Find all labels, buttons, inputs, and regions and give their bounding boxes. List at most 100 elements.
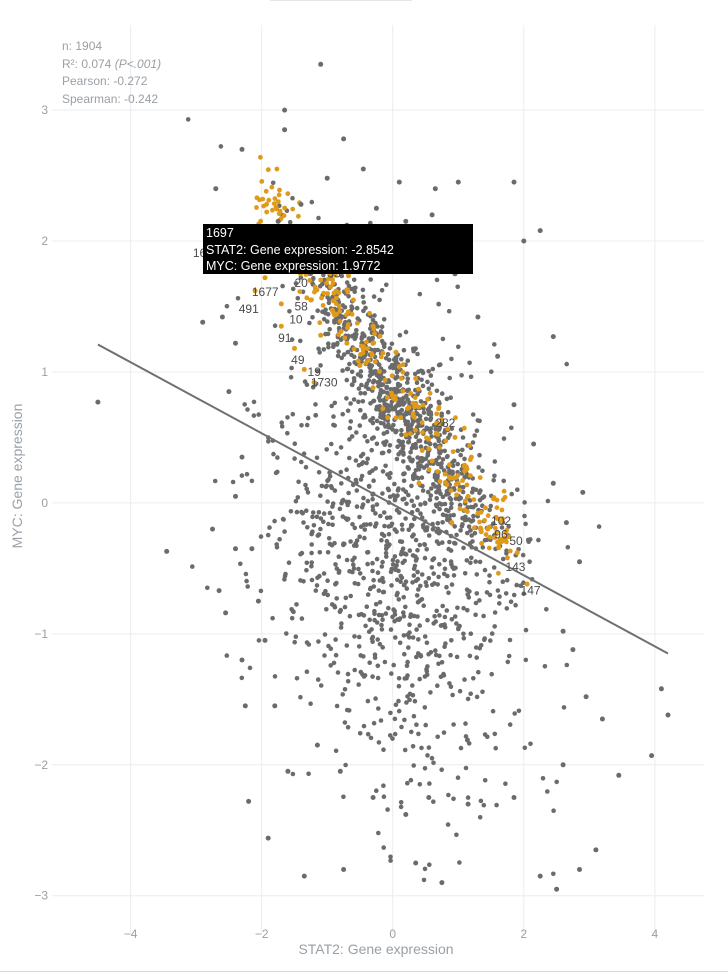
data-point[interactable] bbox=[272, 703, 278, 709]
highlighted-data-point[interactable] bbox=[278, 323, 284, 329]
data-point[interactable] bbox=[239, 146, 245, 152]
data-point[interactable] bbox=[550, 334, 556, 340]
data-point[interactable] bbox=[658, 686, 664, 692]
data-point[interactable] bbox=[537, 228, 543, 234]
highlighted-data-point[interactable] bbox=[449, 520, 455, 526]
data-point[interactable] bbox=[649, 753, 655, 759]
data-point[interactable] bbox=[219, 314, 225, 320]
data-point[interactable] bbox=[341, 136, 347, 142]
highlighted-data-point[interactable] bbox=[380, 406, 386, 412]
data-point[interactable] bbox=[282, 127, 288, 133]
highlighted-data-point[interactable] bbox=[357, 362, 363, 368]
data-point[interactable] bbox=[511, 795, 517, 800]
highlighted-data-point[interactable] bbox=[311, 380, 317, 385]
data-point[interactable] bbox=[475, 314, 481, 320]
highlighted-data-point[interactable] bbox=[495, 516, 501, 522]
data-point[interactable] bbox=[370, 795, 376, 800]
data-point[interactable] bbox=[239, 454, 245, 460]
data-point[interactable] bbox=[95, 399, 101, 405]
data-point[interactable] bbox=[511, 179, 517, 185]
data-point[interactable] bbox=[560, 762, 566, 768]
data-point[interactable] bbox=[577, 559, 582, 565]
highlighted-data-point[interactable] bbox=[468, 454, 474, 460]
data-point[interactable] bbox=[246, 798, 252, 804]
data-point[interactable] bbox=[373, 205, 379, 211]
highlighted-data-point[interactable] bbox=[370, 323, 376, 329]
data-point[interactable] bbox=[455, 179, 461, 185]
highlighted-data-point[interactable] bbox=[419, 448, 425, 453]
data-point[interactable] bbox=[599, 716, 605, 722]
highlighted-data-point[interactable] bbox=[344, 340, 350, 346]
data-point[interactable] bbox=[432, 186, 438, 192]
highlighted-data-point[interactable] bbox=[308, 297, 314, 303]
data-point[interactable] bbox=[210, 526, 215, 532]
data-point[interactable] bbox=[426, 795, 432, 800]
data-point[interactable] bbox=[403, 218, 409, 224]
highlighted-data-point[interactable] bbox=[328, 284, 333, 290]
data-point[interactable] bbox=[403, 812, 409, 817]
data-point[interactable] bbox=[616, 772, 622, 778]
highlighted-data-point[interactable] bbox=[318, 332, 324, 338]
data-point[interactable] bbox=[521, 238, 527, 244]
data-point[interactable] bbox=[262, 637, 268, 643]
highlighted-data-point[interactable] bbox=[292, 345, 297, 351]
data-point[interactable] bbox=[282, 107, 288, 113]
data-point[interactable] bbox=[285, 768, 291, 774]
data-point[interactable] bbox=[324, 175, 330, 181]
highlighted-data-point[interactable] bbox=[262, 275, 268, 281]
data-point[interactable] bbox=[337, 768, 343, 774]
data-point[interactable] bbox=[439, 880, 445, 886]
highlighted-data-point[interactable] bbox=[465, 493, 471, 499]
data-point[interactable] bbox=[511, 402, 517, 408]
data-point[interactable] bbox=[164, 548, 170, 554]
data-point[interactable] bbox=[314, 742, 320, 748]
data-point[interactable] bbox=[233, 493, 238, 499]
data-point[interactable] bbox=[255, 598, 261, 604]
data-point[interactable] bbox=[341, 867, 347, 872]
data-point[interactable] bbox=[560, 628, 566, 634]
highlighted-data-point[interactable] bbox=[403, 432, 409, 438]
data-points[interactable] bbox=[95, 61, 671, 892]
data-point[interactable] bbox=[233, 340, 238, 346]
data-point[interactable] bbox=[413, 860, 419, 866]
highlighted-data-point[interactable] bbox=[475, 510, 481, 516]
data-point[interactable] bbox=[226, 389, 232, 395]
data-point[interactable] bbox=[429, 212, 435, 218]
data-point[interactable] bbox=[318, 61, 324, 67]
highlighted-data-point[interactable] bbox=[455, 480, 461, 486]
highlighted-data-point[interactable] bbox=[393, 415, 399, 421]
data-point[interactable] bbox=[265, 835, 271, 841]
data-point[interactable] bbox=[550, 480, 556, 486]
data-point[interactable] bbox=[593, 847, 599, 853]
data-point[interactable] bbox=[223, 610, 229, 616]
data-point[interactable] bbox=[465, 801, 471, 807]
highlighted-data-point[interactable] bbox=[413, 376, 419, 381]
data-point[interactable] bbox=[249, 546, 255, 552]
highlighted-data-point[interactable] bbox=[436, 406, 442, 412]
data-point[interactable] bbox=[298, 201, 304, 207]
data-point[interactable] bbox=[577, 867, 582, 872]
highlighted-data-point[interactable] bbox=[478, 529, 484, 535]
data-point[interactable] bbox=[583, 694, 589, 700]
data-point[interactable] bbox=[239, 657, 245, 663]
highlighted-data-point[interactable] bbox=[504, 555, 510, 561]
data-point[interactable] bbox=[396, 179, 402, 185]
highlighted-data-point[interactable] bbox=[416, 480, 422, 486]
data-point[interactable] bbox=[200, 319, 206, 325]
data-point[interactable] bbox=[301, 873, 307, 879]
highlighted-data-point[interactable] bbox=[278, 301, 284, 307]
data-point[interactable] bbox=[537, 873, 543, 879]
highlighted-data-point[interactable] bbox=[393, 349, 399, 355]
highlighted-data-point[interactable] bbox=[442, 471, 448, 477]
highlighted-data-point[interactable] bbox=[350, 297, 356, 303]
data-point[interactable] bbox=[531, 441, 537, 447]
highlighted-data-point[interactable] bbox=[524, 581, 530, 587]
data-point[interactable] bbox=[242, 703, 248, 709]
highlighted-data-point[interactable] bbox=[495, 539, 501, 545]
highlighted-data-point[interactable] bbox=[452, 434, 458, 440]
data-point[interactable] bbox=[216, 588, 222, 594]
highlighted-data-point[interactable] bbox=[485, 526, 491, 532]
data-point[interactable] bbox=[275, 218, 281, 224]
data-point[interactable] bbox=[213, 186, 219, 192]
data-point[interactable] bbox=[570, 647, 576, 653]
